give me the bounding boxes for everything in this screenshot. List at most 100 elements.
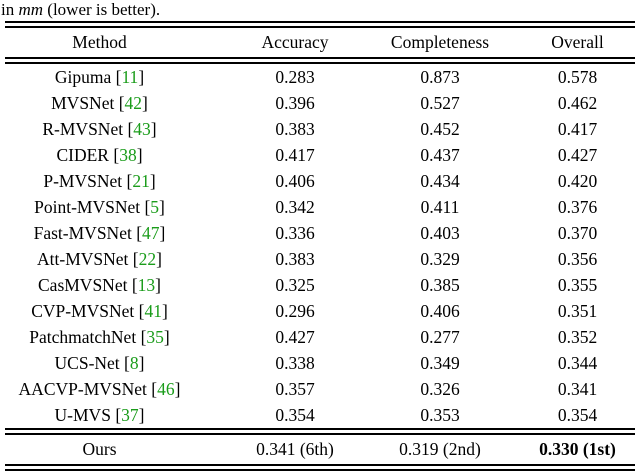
accuracy-value: 0.357 xyxy=(275,379,315,399)
table-row: PatchmatchNet [35] 0.427 0.277 0.352 xyxy=(5,324,635,350)
footer-method: Ours xyxy=(82,439,117,459)
method-name: Point-MVSNet xyxy=(34,197,145,217)
header-method: Method xyxy=(72,32,127,52)
caption-suffix: (lower is better). xyxy=(43,0,161,19)
citation-link[interactable]: 41 xyxy=(144,301,162,321)
citation-link[interactable]: 11 xyxy=(121,67,139,87)
method-name: P-MVSNet xyxy=(43,171,127,191)
method-name: Gipuma xyxy=(54,67,116,87)
overall-value: 0.354 xyxy=(557,405,598,425)
table-row: U-MVS [37] 0.354 0.353 0.354 xyxy=(5,402,635,428)
citation-link[interactable]: 21 xyxy=(132,171,150,191)
citation-link[interactable]: 38 xyxy=(119,145,137,165)
cite-bracket-close: ] xyxy=(174,379,181,399)
cite-bracket-close: ] xyxy=(161,301,168,321)
accuracy-value: 0.296 xyxy=(275,301,315,321)
table-row: UCS-Net [8] 0.338 0.349 0.344 xyxy=(5,350,635,376)
bottom-rule xyxy=(5,464,635,471)
overall-value: 0.356 xyxy=(557,249,598,269)
cite-bracket-open: [ xyxy=(144,197,151,217)
header-rule xyxy=(5,57,635,64)
completeness-value: 0.406 xyxy=(420,301,460,321)
accuracy-value: 0.283 xyxy=(275,67,315,87)
method-name: Fast-MVSNet xyxy=(33,223,137,243)
overall-value: 0.352 xyxy=(557,327,598,347)
completeness-value: 0.873 xyxy=(420,67,460,87)
method-cell: U-MVS [37] xyxy=(2,402,197,428)
table-row: CasMVSNet [13] 0.325 0.385 0.355 xyxy=(5,272,635,298)
completeness-value: 0.277 xyxy=(420,327,460,347)
cite-bracket-open: [ xyxy=(115,405,122,425)
method-cell: Fast-MVSNet [47] xyxy=(2,220,197,246)
caption-text: in mm (lower is better). xyxy=(0,0,640,21)
cite-bracket-close: ] xyxy=(159,223,166,243)
method-name: R-MVSNet xyxy=(42,119,128,139)
cite-bracket-close: ] xyxy=(138,67,145,87)
citation-link[interactable]: 8 xyxy=(129,353,139,373)
accuracy-value: 0.342 xyxy=(275,197,315,217)
cite-bracket-close: ] xyxy=(136,145,143,165)
header-overall: Overall xyxy=(551,32,604,52)
method-cell: Att-MVSNet [22] xyxy=(2,246,197,272)
caption-unit-mm: mm xyxy=(18,0,44,19)
method-name: U-MVS xyxy=(54,405,116,425)
method-cell: P-MVSNet [21] xyxy=(2,168,197,194)
citation-link[interactable]: 47 xyxy=(142,223,160,243)
overall-value: 0.427 xyxy=(557,145,598,165)
cite-bracket-open: [ xyxy=(126,171,133,191)
cite-bracket-close: ] xyxy=(155,275,161,295)
table-row: CIDER [38] 0.417 0.437 0.427 xyxy=(5,142,635,168)
citation-link[interactable]: 5 xyxy=(150,197,160,217)
table-row: Att-MVSNet [22] 0.383 0.329 0.356 xyxy=(5,246,635,272)
completeness-value: 0.452 xyxy=(420,119,460,139)
method-cell: R-MVSNet [43] xyxy=(2,116,197,142)
method-name: UCS-Net xyxy=(54,353,125,373)
cite-bracket-open: [ xyxy=(118,93,125,113)
footer-rule xyxy=(5,428,635,435)
method-cell: PatchmatchNet [35] xyxy=(2,324,197,350)
completeness-value: 0.434 xyxy=(420,171,460,191)
table-row: Gipuma [11] 0.283 0.873 0.578 xyxy=(5,64,635,90)
citation-link[interactable]: 22 xyxy=(138,249,157,269)
cite-bracket-open: [ xyxy=(136,223,143,243)
cite-bracket-open: [ xyxy=(132,249,139,269)
cite-bracket-open: [ xyxy=(113,145,120,165)
table-row: Fast-MVSNet [47] 0.336 0.403 0.370 xyxy=(5,220,635,246)
citation-link[interactable]: 37 xyxy=(121,405,139,425)
overall-value: 0.420 xyxy=(557,171,598,191)
method-cell: MVSNet [42] xyxy=(2,90,197,116)
method-cell: AACVP-MVSNet [46] xyxy=(2,376,197,402)
table-row: P-MVSNet [21] 0.406 0.434 0.420 xyxy=(5,168,635,194)
citation-link[interactable]: 46 xyxy=(157,379,175,399)
completeness-value: 0.385 xyxy=(420,275,460,295)
method-cell: UCS-Net [8] xyxy=(2,350,197,376)
accuracy-value: 0.427 xyxy=(275,327,315,347)
cite-bracket-close: ] xyxy=(159,197,165,217)
cite-bracket-close: ] xyxy=(149,171,156,191)
cite-bracket-open: [ xyxy=(151,379,158,399)
accuracy-value: 0.325 xyxy=(275,275,315,295)
table-row: CVP-MVSNet [41] 0.296 0.406 0.351 xyxy=(5,298,635,324)
cite-bracket-open: [ xyxy=(127,119,134,139)
citation-link[interactable]: 35 xyxy=(146,327,164,347)
cite-bracket-open: [ xyxy=(138,301,145,321)
accuracy-value: 0.406 xyxy=(275,171,315,191)
accuracy-value: 0.383 xyxy=(275,249,315,269)
cite-bracket-close: ] xyxy=(138,353,145,373)
citation-link[interactable]: 43 xyxy=(133,119,151,139)
cite-bracket-open: [ xyxy=(131,275,138,295)
table-row: R-MVSNet [43] 0.383 0.452 0.417 xyxy=(5,116,635,142)
overall-value: 0.578 xyxy=(557,67,598,87)
method-cell: Gipuma [11] xyxy=(2,64,197,90)
results-table: Method Accuracy Completeness Overall Gip… xyxy=(5,21,635,471)
citation-link[interactable]: 42 xyxy=(124,93,143,113)
completeness-value: 0.403 xyxy=(420,223,460,243)
method-cell: Point-MVSNet [5] xyxy=(2,194,197,220)
table-row: AACVP-MVSNet [46] 0.357 0.326 0.341 xyxy=(5,376,635,402)
table-body: Gipuma [11] 0.283 0.873 0.578 MVSNet [42… xyxy=(5,64,635,428)
completeness-value: 0.329 xyxy=(420,249,460,269)
accuracy-value: 0.396 xyxy=(275,93,315,113)
cite-bracket-close: ] xyxy=(150,119,157,139)
citation-link[interactable]: 13 xyxy=(137,275,156,295)
cite-bracket-close: ] xyxy=(156,249,162,269)
